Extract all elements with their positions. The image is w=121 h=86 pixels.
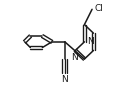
Text: Cl: Cl [95, 4, 103, 13]
Text: N: N [87, 37, 94, 46]
Text: N: N [61, 75, 68, 84]
Text: N: N [71, 53, 78, 62]
